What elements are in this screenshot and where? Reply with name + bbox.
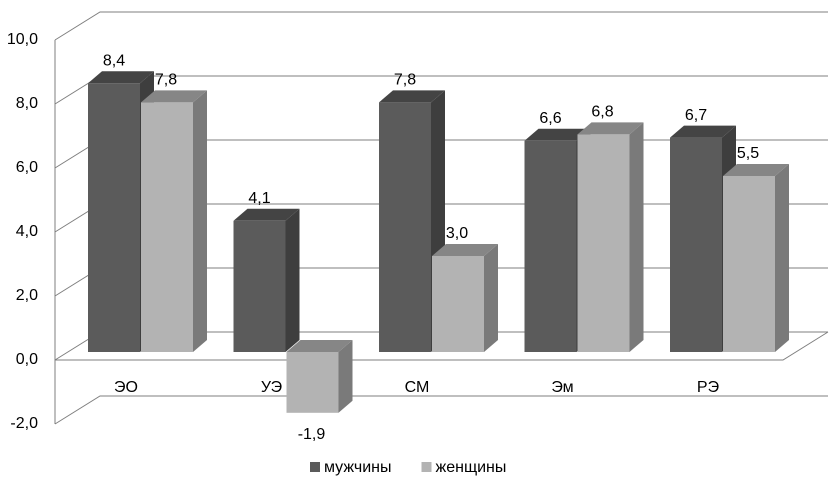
bar-side <box>338 340 353 413</box>
bar-side <box>484 244 498 352</box>
data-label: 7,8 <box>155 72 177 89</box>
bar <box>88 83 140 352</box>
bar <box>432 256 484 352</box>
bar-top <box>432 244 498 256</box>
bar-side <box>193 90 207 353</box>
data-label: 7,8 <box>394 72 416 89</box>
bar <box>524 140 577 352</box>
y-tick-label: 0,0 <box>16 351 38 368</box>
bar-side <box>629 122 644 353</box>
legend-label: мужчины <box>324 459 392 476</box>
bar-3d <box>432 244 498 352</box>
bar <box>670 137 722 352</box>
data-label: 3,0 <box>446 225 468 242</box>
legend-swatch <box>421 462 432 472</box>
legend-swatch <box>310 462 320 472</box>
bar-side <box>285 208 300 352</box>
bar-3d <box>577 122 644 353</box>
bar-top <box>670 125 736 138</box>
bar <box>286 352 339 413</box>
data-label: -1,9 <box>298 426 326 443</box>
bar <box>723 176 775 352</box>
bar-3d <box>286 340 353 413</box>
x-tick-label: ЭО <box>114 379 138 396</box>
bar-top <box>233 208 300 221</box>
x-tick-label: СМ <box>405 379 430 396</box>
grid-line <box>54 395 828 425</box>
bar <box>233 220 286 352</box>
bar-top <box>88 71 154 84</box>
bar-top <box>141 90 207 103</box>
data-label: 5,5 <box>737 145 759 162</box>
y-tick-label: 6,0 <box>16 159 38 176</box>
data-label: 8,4 <box>103 52 125 69</box>
bar <box>379 102 431 353</box>
grid-line <box>54 11 828 41</box>
bar-side <box>775 164 789 352</box>
data-label: 6,8 <box>591 104 613 121</box>
x-tick-label: УЭ <box>261 379 282 396</box>
bar-top <box>286 340 353 352</box>
bar <box>577 134 630 352</box>
y-tick-label: 8,0 <box>16 95 38 112</box>
bar-3d <box>233 208 300 352</box>
bar-3d <box>723 164 789 352</box>
bar-top <box>379 90 445 103</box>
y-tick-label: 4,0 <box>16 223 38 240</box>
bar-3d <box>141 90 207 353</box>
bar-top <box>723 164 789 176</box>
bar-top <box>577 122 644 135</box>
x-tick-label: Эм <box>551 379 573 396</box>
x-tick-label: РЭ <box>697 379 719 396</box>
y-tick-label: 2,0 <box>16 287 38 304</box>
y-tick-label: 10,0 <box>7 31 38 48</box>
data-label: 4,1 <box>248 190 270 207</box>
legend-label: женщины <box>436 459 507 476</box>
data-label: 6,7 <box>685 107 707 124</box>
bar-top <box>524 128 591 141</box>
data-label: 6,6 <box>539 110 561 127</box>
y-tick-label: -2,0 <box>10 415 38 432</box>
bar <box>141 102 193 353</box>
